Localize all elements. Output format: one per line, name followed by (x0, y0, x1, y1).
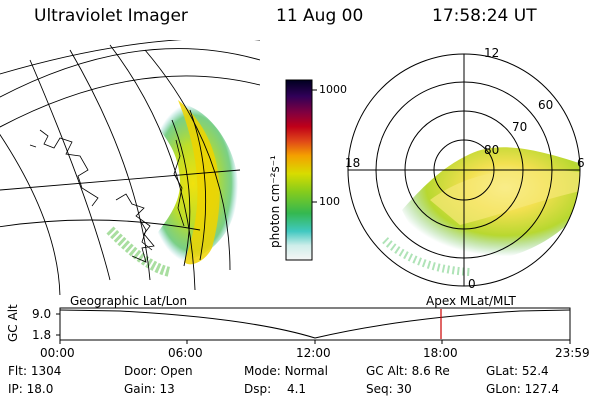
gain-label: Gain: (124, 382, 156, 396)
flight-number: Flt: 1304 (8, 364, 61, 378)
observation-time: 17:58:24 UT (432, 6, 537, 26)
dsp-value: 4.1 (286, 382, 307, 396)
mlt-label-0: 0 (468, 277, 476, 291)
mlt-label-18: 18 (345, 156, 361, 170)
colorbar-tick-1000: 1000 (319, 83, 347, 96)
color-scale-bar (285, 79, 317, 261)
gc-altitude-readout: GC Alt: 8.6 Re (366, 364, 450, 378)
ip-label: IP: (8, 382, 23, 396)
mlt-label-12: 12 (484, 46, 500, 60)
polar-mlat-mlt-plot (347, 53, 581, 287)
dsp-readout: Dsp: 4.1 (244, 382, 306, 396)
flt-label: Flt: (8, 364, 27, 378)
polar-grid (347, 53, 581, 287)
time-tick-2359: 23:59 (555, 346, 590, 360)
gain-value: 13 (159, 382, 175, 396)
gain-readout: Gain: 13 (124, 382, 175, 396)
glat-value: 52.4 (521, 364, 549, 378)
time-tick-0600: 06:00 (168, 346, 203, 360)
door-label: Door: (124, 364, 157, 378)
aurora-emission-right (382, 147, 580, 276)
glon-label: GLon: (486, 382, 521, 396)
mode-label: Mode: (244, 364, 281, 378)
mlat-label-70: 70 (512, 120, 528, 134)
door-value: Open (160, 364, 193, 378)
time-tick-1800: 18:00 (423, 346, 458, 360)
coastline-outline (29, 129, 185, 263)
glat-label: GLat: (486, 364, 519, 378)
geo-longitude-readout: GLon: 127.4 (486, 382, 559, 396)
altitude-ytick-1-8: 1.8 (32, 328, 52, 342)
geo-latitude-readout: GLat: 52.4 (486, 364, 549, 378)
left-panel-label: Geographic Lat/Lon (70, 294, 188, 308)
glon-value: 127.4 (524, 382, 559, 396)
flt-value: 1304 (30, 364, 62, 378)
time-tick-0000: 00:00 (40, 346, 75, 360)
ip-readout: IP: 18.0 (8, 382, 53, 396)
instrument-title: Ultraviolet Imager (34, 6, 188, 26)
mode-status: Mode: Normal (244, 364, 328, 378)
seq-label: Seq: (366, 382, 393, 396)
colorbar-unit-label: photon cm⁻²s⁻¹ (268, 155, 282, 248)
mode-value: Normal (284, 364, 328, 378)
geographic-map-panel (0, 40, 260, 295)
aurora-emission-left (106, 100, 239, 277)
time-tick-1200: 12:00 (296, 346, 331, 360)
colorbar-tick-100: 100 (319, 195, 340, 208)
dsp-label: Dsp: (244, 382, 272, 396)
sequence-readout: Seq: 30 (366, 382, 412, 396)
right-panel-label: Apex MLat/MLT (426, 294, 516, 308)
observation-date: 11 Aug 00 (276, 6, 364, 26)
mlat-label-80: 80 (484, 143, 500, 157)
altitude-ytick-9: 9.0 (32, 307, 52, 321)
gcalt-value: 8.6 Re (411, 364, 450, 378)
altitude-plot (56, 307, 571, 344)
lat-lon-grid (0, 40, 260, 295)
door-status: Door: Open (124, 364, 193, 378)
gcalt-label: GC Alt: (366, 364, 408, 378)
seq-value: 30 (396, 382, 412, 396)
altitude-axis-label: GC Alt (6, 304, 20, 342)
mlat-label-60: 60 (538, 98, 554, 112)
ip-value: 18.0 (26, 382, 54, 396)
mlt-label-6: 6 (577, 156, 585, 170)
